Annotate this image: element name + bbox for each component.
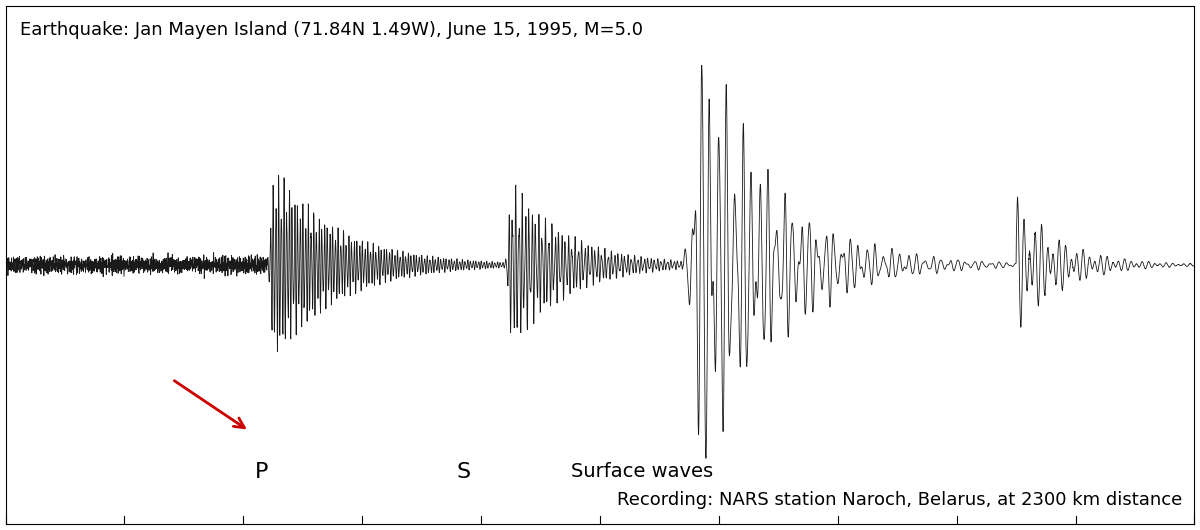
- Text: S: S: [456, 462, 470, 482]
- Text: Recording: NARS station Naroch, Belarus, at 2300 km distance: Recording: NARS station Naroch, Belarus,…: [617, 491, 1182, 509]
- Text: Earthquake: Jan Mayen Island (71.84N 1.49W), June 15, 1995, M=5.0: Earthquake: Jan Mayen Island (71.84N 1.4…: [20, 21, 643, 39]
- Text: Surface waves: Surface waves: [570, 462, 713, 481]
- Text: P: P: [254, 462, 268, 482]
